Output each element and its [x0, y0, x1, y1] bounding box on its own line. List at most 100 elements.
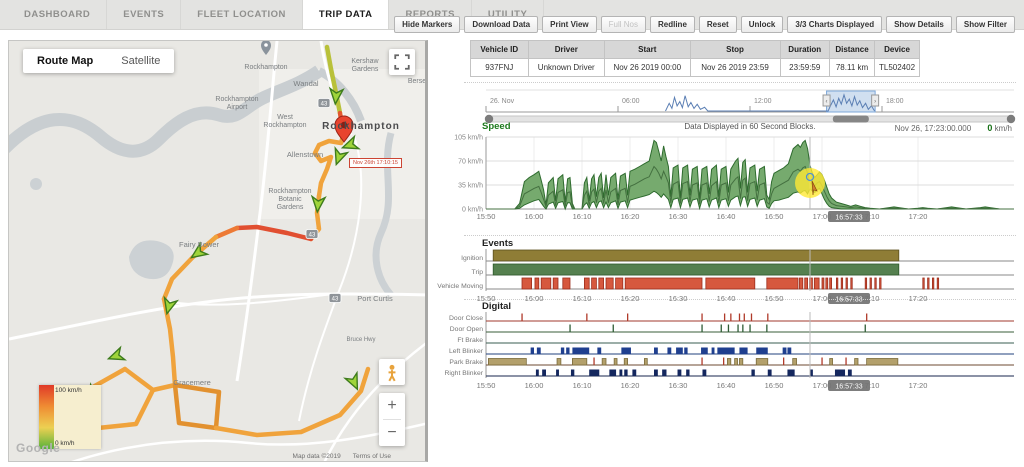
x-tick-label: 16:30: [669, 212, 688, 221]
timeline-tick: [701, 357, 703, 365]
timeline-tick: [612, 324, 614, 332]
pegman-button[interactable]: [379, 359, 405, 385]
show-filter-button[interactable]: Show Filter: [955, 16, 1015, 33]
x-tick-label: 17:20: [909, 212, 928, 221]
download-data-button[interactable]: Download Data: [464, 16, 539, 33]
scrollbar-left-knob[interactable]: [484, 114, 494, 124]
timeline-segment: [847, 369, 852, 376]
route-arrow-icon: [334, 146, 350, 167]
timeline-segment: [792, 358, 797, 366]
events-chart-title: Events: [482, 238, 514, 249]
x-tick-label: 16:50: [765, 212, 784, 221]
digital-chart[interactable]: 15:50 16:00 16:10 16:20 16:30 16:40 16:50 17:00…: [444, 310, 1020, 394]
hide-markers-button[interactable]: Hide Markers: [394, 16, 461, 33]
3-3-charts-displayed-button[interactable]: 3/3 Charts Displayed: [787, 16, 883, 33]
tab-events[interactable]: EVENTS: [107, 0, 182, 29]
day-overview-timeline[interactable]: 26. Nov 06:00 12:00 18:00 ‹ ›: [458, 88, 1020, 126]
timeline-segment: [572, 358, 588, 366]
tab-utility[interactable]: UTILITY: [472, 0, 545, 29]
timeline-tick: [749, 324, 751, 332]
map-panel[interactable]: RockhamptonKershawGardensWandalBerserker…: [8, 40, 428, 462]
x-tick-label: 16:20: [621, 212, 640, 221]
row-label: Trip: [472, 269, 484, 276]
route-arrow-icon: [190, 241, 210, 259]
timeline-segment: [534, 277, 540, 290]
timeline-segment: [662, 369, 667, 376]
road-shield: [328, 293, 342, 303]
timeline-segment: [869, 277, 872, 290]
map-attribution: Map data ©2019 Terms of Use: [293, 453, 391, 460]
route-segment: [324, 44, 343, 116]
map-label: Bruce Hwy: [346, 337, 375, 343]
tab-trip-data[interactable]: TRIP DATA: [302, 0, 390, 29]
tab-fleet-location[interactable]: FLEET LOCATION: [181, 0, 303, 29]
timeline-segment: [589, 369, 600, 376]
map-label: Rockhampton: [244, 64, 287, 71]
svg-text:‹: ‹: [826, 99, 828, 105]
overview-tick-label: 12:00: [754, 98, 772, 105]
redline-button[interactable]: Redline: [650, 16, 695, 33]
selection-handle-left[interactable]: [822, 94, 831, 107]
timeline-tick: [627, 313, 629, 321]
zoom-in-button[interactable]: +: [387, 397, 397, 414]
print-view-button[interactable]: Print View: [542, 16, 597, 33]
timeline-segment: [487, 358, 527, 366]
map-label: Airport: [227, 104, 248, 111]
road-shield: [305, 229, 319, 239]
x-tick-label: 15:50: [477, 294, 496, 303]
timeline-segment: [605, 277, 614, 290]
timeline-segment: [799, 277, 804, 290]
timeline-segment: [535, 369, 539, 376]
x-tick-label: 16:10: [573, 294, 592, 303]
route-map-button[interactable]: Route Map: [37, 55, 94, 67]
timeline-segment: [542, 369, 546, 376]
row-label: Vehicle Moving: [437, 283, 483, 290]
timeline-segment: [922, 277, 925, 290]
map-label: Rockhampton: [215, 96, 258, 103]
scrollbar-thumb[interactable]: [832, 115, 869, 123]
table-row: 937FNJ Unknown Driver Nov 26 2019 00:00 Nov…: [470, 59, 920, 77]
scrollbar-right-knob[interactable]: [1006, 114, 1016, 124]
terms-of-use-link[interactable]: Terms of Use: [352, 453, 391, 460]
x-tick-label: 15:50: [477, 212, 496, 221]
route-segment: [213, 225, 240, 240]
route-arrow-icon: [340, 134, 361, 150]
table-header-row: Vehicle ID Driver Start Stop Duration Distanc…: [470, 40, 920, 59]
x-tick-label: 16:50: [765, 294, 784, 303]
tab-reports[interactable]: REPORTS: [389, 0, 472, 29]
timeline-segment: [734, 358, 738, 366]
x-tick-label: 16:10: [573, 381, 592, 390]
timeline-segment: [613, 358, 618, 366]
speed-chart[interactable]: 15:50 16:00 16:10 16:20 16:30 16:40 16:50 17:00…: [454, 135, 1020, 229]
fullscreen-button[interactable]: [389, 49, 415, 75]
show-details-button[interactable]: Show Details: [886, 16, 952, 33]
cursor-tooltip-text: 16:57:33: [835, 215, 862, 222]
x-tick-label: 16:00: [525, 294, 544, 303]
timeline-tick: [730, 313, 732, 321]
map-label: Gracemere: [173, 378, 211, 387]
timeline-segment: [739, 347, 748, 354]
reset-button[interactable]: Reset: [698, 16, 737, 33]
x-tick-label: 16:00: [525, 381, 544, 390]
selection-handle-right[interactable]: [871, 94, 880, 107]
speed-chart-title: Speed: [482, 121, 511, 132]
row-label: Door Close: [449, 315, 483, 322]
timeline-segment: [702, 369, 707, 376]
timeline-segment: [624, 369, 628, 376]
zoom-out-button[interactable]: −: [387, 424, 397, 441]
road-shield: [317, 98, 331, 108]
timeline-segment: [766, 277, 799, 290]
events-chart[interactable]: 15:50 16:00 16:10 16:20 16:30 16:40 16:50 17:00…: [437, 247, 1020, 305]
x-tick-label: 16:10: [573, 212, 592, 221]
column-header: Driver: [528, 40, 605, 59]
divider: [464, 82, 1016, 83]
timeline-segment: [560, 347, 565, 354]
satellite-button[interactable]: Satellite: [121, 55, 161, 67]
unlock-button[interactable]: Unlock: [740, 16, 784, 33]
timeline-segment: [597, 347, 602, 354]
map-label: Allenstown: [287, 150, 323, 159]
x-tick-label: 17:20: [909, 381, 928, 390]
legend-max-label: 100 km/h: [55, 387, 82, 394]
timeline-segment: [739, 358, 744, 366]
tab-dashboard[interactable]: DASHBOARD: [8, 0, 108, 29]
